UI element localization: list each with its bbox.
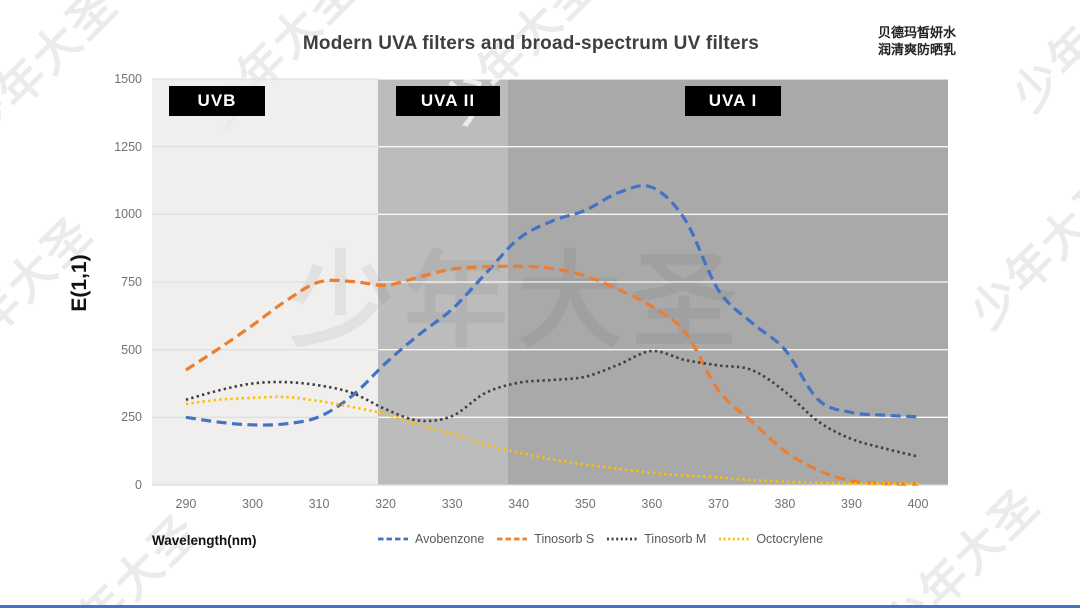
legend-label: Avobenzone bbox=[415, 532, 485, 546]
series-avobenzone bbox=[185, 184, 919, 427]
legend-item-octocrylene: Octocrylene bbox=[719, 532, 823, 546]
band-label-uva1: UVA I bbox=[685, 86, 781, 116]
x-tick-400: 400 bbox=[907, 497, 929, 511]
product-note-line2: 润清爽防晒乳 bbox=[877, 42, 956, 57]
x-tick-300: 300 bbox=[242, 497, 263, 511]
y-tick-750: 750 bbox=[121, 275, 142, 289]
x-axis-label: Wavelength(nm) bbox=[152, 533, 257, 548]
legend-label: Tinosorb M bbox=[644, 532, 707, 546]
chart-legend: Avobenzone Tinosorb S Tinosorb M Octocrylen… bbox=[378, 532, 823, 546]
y-tick-500: 500 bbox=[121, 342, 142, 357]
product-note-line1: 贝德玛皙妍水 bbox=[877, 25, 956, 40]
y-tick-250: 250 bbox=[121, 410, 142, 425]
x-tick-320: 320 bbox=[375, 497, 397, 511]
legend-item-avobenzone: Avobenzone bbox=[378, 532, 484, 546]
chart-title: Modern UVA filters and broad-spectrum UV… bbox=[302, 33, 760, 54]
series-tinosorb-s bbox=[185, 264, 919, 486]
x-tick-350: 350 bbox=[574, 497, 596, 511]
y-axis-label: E(1,1) bbox=[68, 254, 91, 312]
series-tinosorb-m bbox=[185, 349, 919, 458]
legend-item-tinosorb-s: Tinosorb S bbox=[497, 532, 594, 546]
legend-item-tinosorb-m: Tinosorb M bbox=[607, 532, 706, 546]
x-tick-290: 290 bbox=[175, 497, 197, 511]
y-tick-1250: 1250 bbox=[114, 139, 142, 154]
x-tick-330: 330 bbox=[441, 497, 463, 511]
x-tick-390: 390 bbox=[841, 497, 862, 511]
legend-marker-dashed bbox=[378, 537, 408, 541]
y-tick-1000: 1000 bbox=[114, 207, 142, 222]
x-tick-380: 380 bbox=[774, 497, 796, 511]
product-note: 贝德玛皙妍水 润清爽防晒乳 bbox=[878, 24, 956, 58]
x-tick-360: 360 bbox=[641, 497, 663, 511]
band-label-uva2: UVA II bbox=[396, 86, 500, 116]
legend-marker-dotted bbox=[607, 537, 638, 541]
x-tick-340: 340 bbox=[508, 497, 530, 511]
legend-label: Octocrylene bbox=[756, 532, 824, 546]
band-label-uvb: UVB bbox=[169, 86, 265, 116]
y-tick-0: 0 bbox=[135, 478, 142, 492]
legend-label: Tinosorb S bbox=[534, 532, 595, 546]
series-octocrylene bbox=[185, 395, 919, 485]
x-tick-310: 310 bbox=[308, 497, 330, 511]
bottom-accent-bar bbox=[0, 605, 1080, 608]
legend-marker-dashed bbox=[497, 537, 528, 541]
x-tick-370: 370 bbox=[707, 497, 729, 511]
y-tick-1500: 1500 bbox=[114, 72, 142, 86]
legend-marker-dotted bbox=[719, 537, 750, 541]
